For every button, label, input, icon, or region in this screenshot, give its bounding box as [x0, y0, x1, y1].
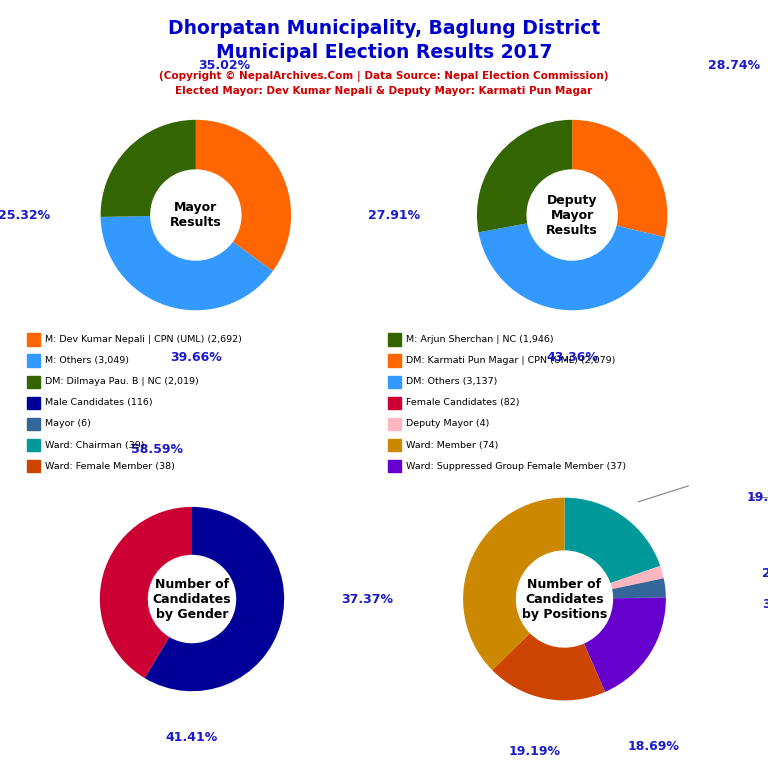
Text: 41.41%: 41.41% — [166, 731, 218, 743]
Text: 3.03%: 3.03% — [762, 598, 768, 611]
Text: 37.37%: 37.37% — [341, 593, 392, 605]
Wedge shape — [100, 507, 192, 678]
Text: Number of
Candidates
by Positions: Number of Candidates by Positions — [521, 578, 607, 621]
Text: DM: Others (3,137): DM: Others (3,137) — [406, 377, 498, 386]
Wedge shape — [101, 216, 273, 310]
Text: 19.19%: 19.19% — [508, 745, 560, 757]
Text: Ward: Chairman (39): Ward: Chairman (39) — [45, 441, 145, 449]
Text: 27.91%: 27.91% — [368, 209, 419, 221]
Text: Ward: Member (74): Ward: Member (74) — [406, 441, 498, 449]
Text: M: Others (3,049): M: Others (3,049) — [45, 356, 129, 365]
Wedge shape — [196, 120, 291, 271]
Text: 19.70%: 19.70% — [747, 492, 768, 504]
Text: Deputy
Mayor
Results: Deputy Mayor Results — [546, 194, 598, 237]
Text: 43.36%: 43.36% — [546, 352, 598, 364]
Text: Ward: Suppressed Group Female Member (37): Ward: Suppressed Group Female Member (37… — [406, 462, 627, 471]
Text: 39.66%: 39.66% — [170, 352, 222, 364]
Text: 25.32%: 25.32% — [0, 209, 51, 221]
Text: Ward: Female Member (38): Ward: Female Member (38) — [45, 462, 175, 471]
Wedge shape — [612, 578, 666, 598]
Text: Mayor (6): Mayor (6) — [45, 419, 91, 429]
Text: Deputy Mayor (4): Deputy Mayor (4) — [406, 419, 490, 429]
Wedge shape — [478, 223, 665, 310]
Text: M: Dev Kumar Nepali | CPN (UML) (2,692): M: Dev Kumar Nepali | CPN (UML) (2,692) — [45, 335, 242, 344]
Wedge shape — [463, 498, 564, 670]
Text: DM: Karmati Pun Magar | CPN (UML) (2,079): DM: Karmati Pun Magar | CPN (UML) (2,079… — [406, 356, 616, 365]
Text: 28.74%: 28.74% — [708, 58, 760, 71]
Wedge shape — [572, 120, 667, 237]
Text: M: Arjun Sherchan | NC (1,946): M: Arjun Sherchan | NC (1,946) — [406, 335, 554, 344]
Text: Mayor
Results: Mayor Results — [170, 201, 222, 229]
Wedge shape — [101, 120, 196, 217]
Text: 18.69%: 18.69% — [627, 740, 679, 753]
Text: (Copyright © NepalArchives.Com | Data Source: Nepal Election Commission)
Elected: (Copyright © NepalArchives.Com | Data So… — [159, 71, 609, 96]
Text: Female Candidates (82): Female Candidates (82) — [406, 399, 520, 407]
Text: 35.02%: 35.02% — [198, 58, 250, 71]
Text: Dhorpatan Municipality, Baglung District
Municipal Election Results 2017: Dhorpatan Municipality, Baglung District… — [168, 19, 600, 62]
Wedge shape — [492, 633, 605, 700]
Text: Male Candidates (116): Male Candidates (116) — [45, 399, 153, 407]
Wedge shape — [477, 120, 572, 233]
Wedge shape — [611, 566, 664, 589]
Text: 2.02%: 2.02% — [762, 568, 768, 580]
Text: Number of
Candidates
by Gender: Number of Candidates by Gender — [153, 578, 231, 621]
Text: 58.59%: 58.59% — [131, 443, 184, 455]
Text: DM: Dilmaya Pau. B | NC (2,019): DM: Dilmaya Pau. B | NC (2,019) — [45, 377, 199, 386]
Wedge shape — [144, 507, 284, 691]
Wedge shape — [564, 498, 660, 583]
Wedge shape — [584, 598, 666, 692]
